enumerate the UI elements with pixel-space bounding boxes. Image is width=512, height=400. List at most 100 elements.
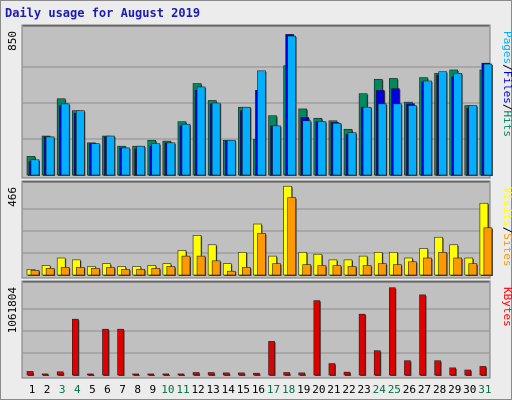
hits-panel-legend-item: Pages bbox=[501, 31, 512, 64]
bar-kbytes-day-24 bbox=[373, 350, 381, 376]
x-tick-label-day-18: 18 bbox=[282, 383, 295, 396]
x-tick-label-day-10: 10 bbox=[161, 383, 174, 396]
bar-kbytes-day-5 bbox=[87, 373, 94, 376]
bar-hits-day-28 bbox=[438, 71, 447, 176]
bar-kbytes-day-19 bbox=[298, 372, 306, 376]
kbytes-panel-legend-item: KBytes bbox=[501, 287, 512, 327]
x-tick-label-day-25: 25 bbox=[388, 383, 401, 396]
x-tick-label-day-1: 1 bbox=[29, 383, 36, 396]
bar-sites-day-28 bbox=[438, 252, 447, 276]
bar-sites-day-12 bbox=[196, 255, 206, 276]
kbytes-panel-bar-shadow bbox=[148, 374, 155, 376]
bar-hits-day-19 bbox=[302, 120, 312, 176]
bar-sites-day-26 bbox=[408, 261, 417, 276]
bar-sites-day-16 bbox=[257, 233, 266, 276]
bar-kbytes-day-14 bbox=[222, 372, 230, 376]
bar-hits-day-31 bbox=[483, 63, 493, 176]
kbytes-panel-bar-shadow bbox=[178, 374, 185, 376]
bar-kbytes-day-20 bbox=[313, 300, 321, 376]
hits-panel-max-label: 850 bbox=[6, 31, 19, 51]
visits-panel-legend: Visits/Sites bbox=[501, 187, 512, 267]
bar-kbytes-day-27 bbox=[419, 294, 426, 376]
x-tick-label-day-22: 22 bbox=[342, 383, 355, 396]
chart-title: Daily usage for August 2019 bbox=[5, 6, 201, 20]
bar-hits-day-30 bbox=[468, 105, 478, 176]
bar-hits-day-27 bbox=[423, 80, 432, 176]
bar-hits-day-7 bbox=[121, 147, 130, 176]
bar-sites-day-31 bbox=[483, 227, 493, 276]
x-tick-label-day-2: 2 bbox=[44, 383, 51, 396]
kbytes-panel-legend: KBytes bbox=[501, 287, 512, 327]
bar-hits-day-3 bbox=[60, 103, 70, 176]
bar-hits-day-24 bbox=[377, 103, 387, 176]
x-tick-label-day-31: 31 bbox=[478, 383, 491, 396]
bar-hits-day-2 bbox=[45, 136, 55, 176]
bar-kbytes-day-9 bbox=[147, 373, 155, 376]
bar-sites-day-9 bbox=[151, 268, 161, 276]
bar-sites-day-2 bbox=[45, 268, 55, 276]
bar-sites-day-13 bbox=[211, 260, 221, 276]
bar-hits-day-8 bbox=[136, 145, 145, 176]
bar-kbytes-day-3 bbox=[56, 371, 64, 376]
bar-hits-day-26 bbox=[408, 105, 417, 176]
bar-hits-day-20 bbox=[317, 121, 327, 176]
bar-hits-day-1 bbox=[30, 159, 40, 176]
bar-sites-day-20 bbox=[317, 265, 327, 276]
x-tick-label-day-3: 3 bbox=[59, 383, 66, 396]
x-tick-label-day-16: 16 bbox=[252, 383, 265, 396]
x-tick-label-day-4: 4 bbox=[74, 383, 81, 396]
bar-hits-day-13 bbox=[211, 102, 221, 176]
bar-kbytes-day-28 bbox=[434, 360, 441, 376]
x-tick-label-day-14: 14 bbox=[222, 383, 236, 396]
x-tick-label-day-7: 7 bbox=[119, 383, 126, 396]
x-tick-label-day-6: 6 bbox=[104, 383, 111, 396]
bar-kbytes-day-16 bbox=[253, 372, 260, 376]
bar-sites-day-11 bbox=[181, 255, 191, 276]
bar-hits-day-5 bbox=[91, 143, 100, 176]
hits-panel-legend-item: Files bbox=[501, 71, 512, 104]
bar-sites-day-14 bbox=[226, 270, 236, 276]
bar-hits-day-4 bbox=[75, 110, 85, 176]
x-tick-label-day-28: 28 bbox=[433, 383, 446, 396]
bar-kbytes-day-26 bbox=[404, 360, 411, 376]
hits-panel-legend-item: Hits bbox=[501, 111, 512, 138]
visits-panel-legend-item: Sites bbox=[501, 233, 512, 266]
bar-hits-day-14 bbox=[226, 139, 236, 176]
bar-sites-day-17 bbox=[272, 263, 281, 276]
bar-sites-day-8 bbox=[136, 269, 145, 276]
x-tick-label-day-24: 24 bbox=[373, 383, 387, 396]
x-tick-label-day-13: 13 bbox=[207, 383, 220, 396]
visits-panel-legend-item: Visits bbox=[501, 187, 512, 227]
bar-hits-day-15 bbox=[242, 106, 251, 176]
bar-sites-day-3 bbox=[60, 267, 70, 276]
bar-sites-day-24 bbox=[377, 263, 387, 276]
bar-hits-day-25 bbox=[393, 103, 402, 176]
bar-kbytes-day-12 bbox=[192, 372, 200, 376]
bar-kbytes-day-7 bbox=[117, 328, 124, 376]
bar-hits-day-16 bbox=[257, 70, 266, 176]
bar-sites-day-6 bbox=[106, 267, 115, 276]
bar-kbytes-day-2 bbox=[41, 373, 49, 376]
bar-sites-day-18 bbox=[287, 197, 296, 276]
hits-panel-legend-item: / bbox=[501, 104, 512, 111]
bar-hits-day-17 bbox=[272, 125, 281, 176]
kbytes-panel-bar-shadow bbox=[88, 374, 95, 376]
bar-kbytes-day-15 bbox=[238, 372, 245, 376]
x-tick-label-day-19: 19 bbox=[297, 383, 310, 396]
x-tick-label-day-12: 12 bbox=[191, 383, 204, 396]
x-tick-label-day-17: 17 bbox=[267, 383, 280, 396]
bar-sites-day-22 bbox=[347, 266, 357, 276]
x-tick-label-day-5: 5 bbox=[89, 383, 96, 396]
hits-panel-legend: Pages/Files/Hits bbox=[501, 31, 512, 137]
bar-sites-day-10 bbox=[166, 266, 176, 276]
bar-sites-day-21 bbox=[332, 265, 342, 276]
bar-hits-day-29 bbox=[453, 73, 463, 176]
bar-kbytes-day-4 bbox=[71, 318, 79, 376]
bar-kbytes-day-6 bbox=[102, 328, 109, 376]
bar-hits-day-9 bbox=[151, 143, 161, 176]
bar-hits-day-22 bbox=[347, 132, 357, 176]
bar-hits-day-23 bbox=[362, 106, 372, 176]
bar-kbytes-day-29 bbox=[449, 367, 457, 376]
bar-hits-day-21 bbox=[332, 123, 342, 176]
x-tick-label-day-29: 29 bbox=[448, 383, 461, 396]
